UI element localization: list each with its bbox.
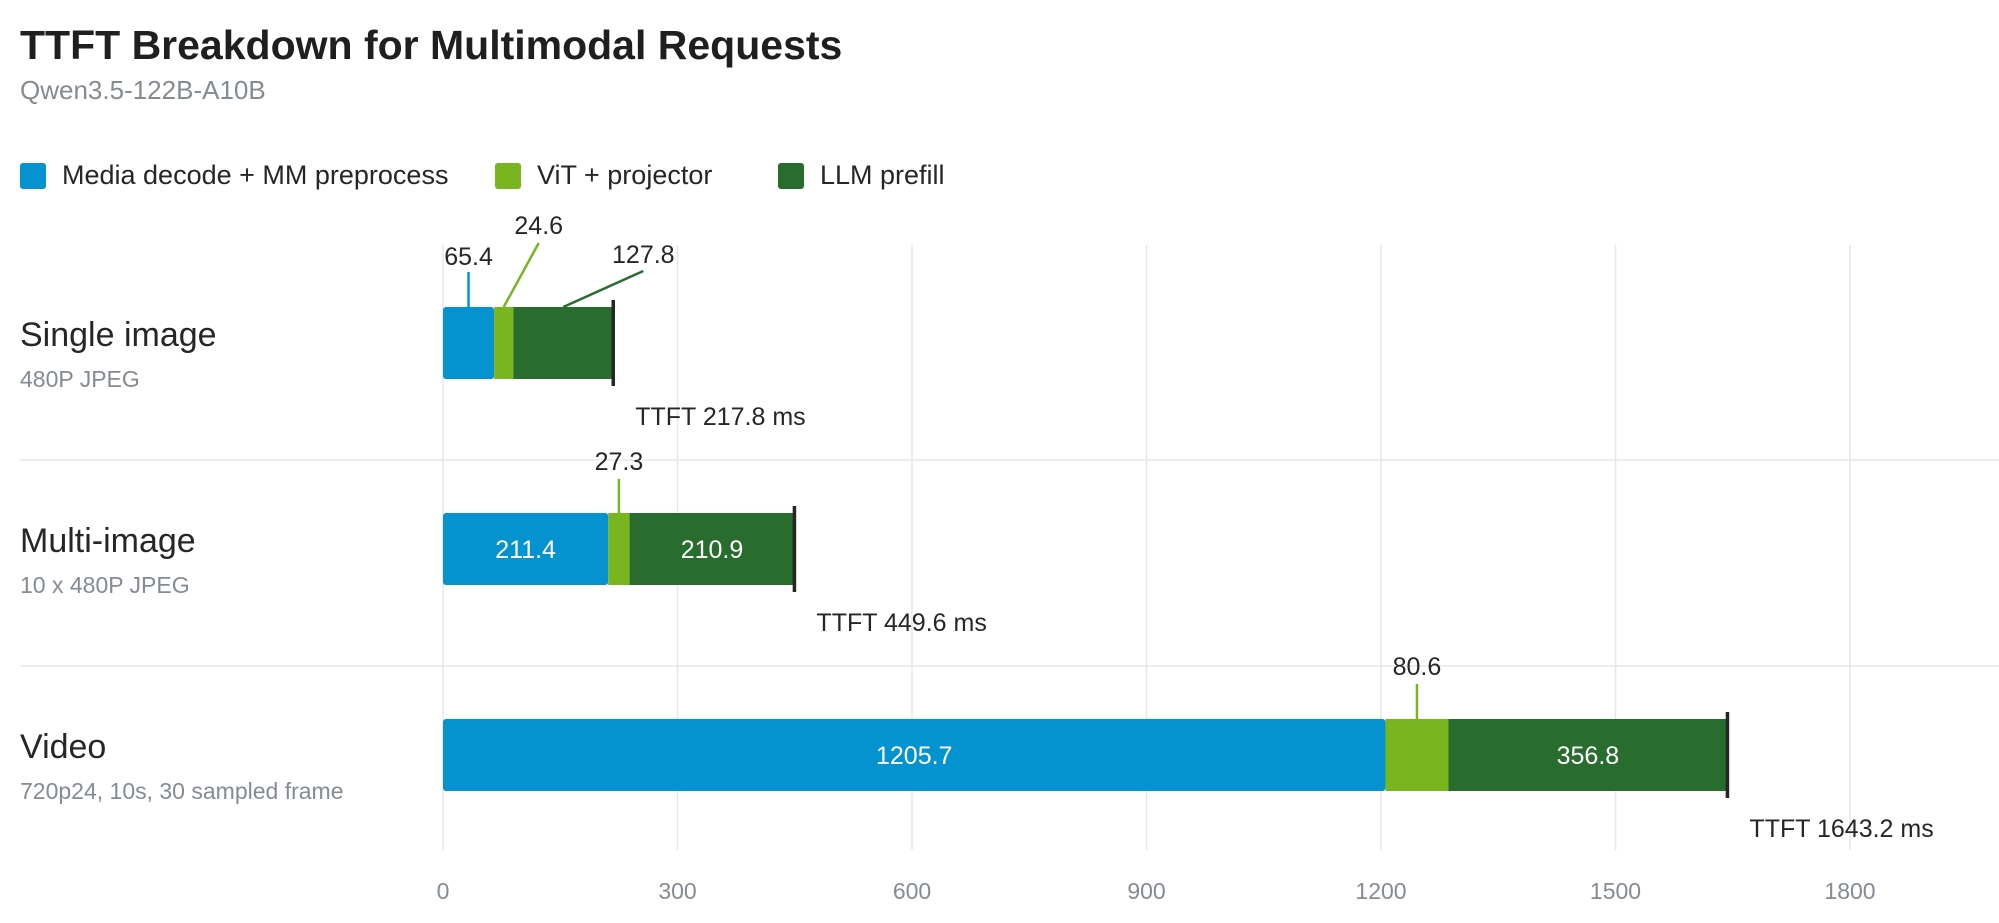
- bar-segment-video-2: [1448, 719, 1728, 791]
- bar-segment-multi-image-2: [629, 513, 795, 585]
- x-tick-label: 900: [1127, 878, 1165, 904]
- bar-segment-multi-image-0: [443, 513, 609, 585]
- bar-segment-multi-image-1: [608, 513, 630, 585]
- category-sublabel: 480P JPEG: [20, 366, 140, 392]
- legend-item-vit: ViT + projector: [495, 160, 712, 191]
- category-label: Single image: [20, 316, 217, 354]
- ttft-total-label: TTFT 1643.2 ms: [1749, 815, 1933, 843]
- chart-title: TTFT Breakdown for Multimodal Requests: [20, 22, 843, 68]
- callout-line: [502, 242, 540, 308]
- category-label: Video: [20, 728, 106, 766]
- legend-label-vit: ViT + projector: [537, 160, 713, 190]
- bar-value-label: 65.4: [444, 243, 493, 271]
- category-label: Multi-image: [20, 522, 196, 560]
- bar-segment-single-image-2: [513, 307, 614, 379]
- legend-item-llm: LLM prefill: [778, 160, 945, 191]
- legend-item-media: Media decode + MM preprocess: [20, 160, 448, 191]
- legend-swatch-media: [20, 162, 46, 189]
- x-tick-label: 1800: [1824, 878, 1875, 904]
- bar-value-label: 127.8: [612, 241, 675, 269]
- x-tick-label: 300: [658, 878, 696, 904]
- legend-label-llm: LLM prefill: [820, 160, 945, 190]
- bar-value-label: 211.4: [495, 536, 556, 564]
- x-tick-label: 1500: [1590, 878, 1641, 904]
- x-tick-label: 1200: [1355, 878, 1406, 904]
- bar-segment-video-1: [1385, 719, 1449, 791]
- legend-swatch-vit: [495, 162, 521, 189]
- legend-swatch-llm: [778, 162, 804, 189]
- bar-value-label: 1205.7: [876, 742, 952, 770]
- callout-line: [562, 269, 644, 309]
- bar-segment-single-image-0: [443, 307, 495, 379]
- category-sublabel: 720p24, 10s, 30 sampled frame: [20, 778, 343, 804]
- bar-value-label: 80.6: [1393, 653, 1442, 681]
- bar-segment-single-image-1: [494, 307, 514, 379]
- bar-segment-video-0: [443, 719, 1386, 791]
- ttft-total-label: TTFT 449.6 ms: [816, 609, 986, 637]
- legend-label-media: Media decode + MM preprocess: [62, 160, 449, 190]
- x-tick-label: 600: [893, 878, 931, 904]
- x-tick-label: 0: [437, 878, 450, 904]
- bar-value-label: 27.3: [595, 448, 644, 476]
- bar-value-label: 356.8: [1557, 742, 1620, 770]
- category-sublabel: 10 x 480P JPEG: [20, 572, 190, 598]
- chart-subtitle: Qwen3.5-122B-A10B: [20, 75, 266, 105]
- ttft-total-label: TTFT 217.8 ms: [635, 403, 805, 431]
- bar-value-label: 24.6: [514, 212, 563, 240]
- bar-value-label: 210.9: [681, 536, 744, 564]
